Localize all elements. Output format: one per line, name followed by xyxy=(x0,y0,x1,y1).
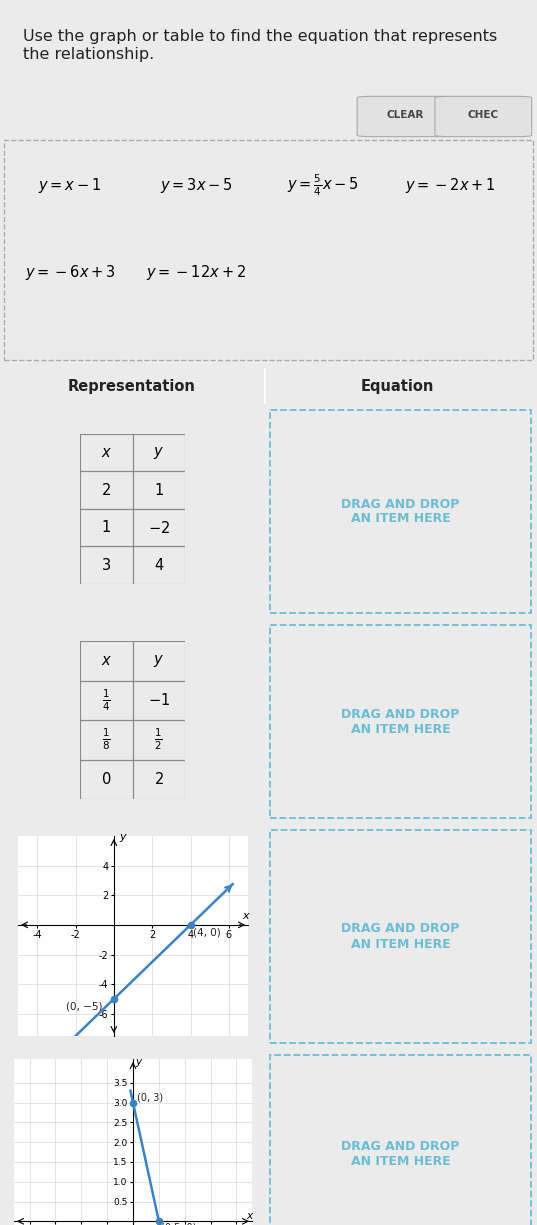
Text: $\frac{1}{8}$: $\frac{1}{8}$ xyxy=(102,728,111,752)
Text: $y = -2x + 1$: $y = -2x + 1$ xyxy=(405,176,495,195)
Bar xyxy=(80,681,133,720)
Text: $\frac{1}{4}$: $\frac{1}{4}$ xyxy=(102,687,111,713)
Text: $x$: $x$ xyxy=(100,445,112,461)
Text: $y = 3x - 5$: $y = 3x - 5$ xyxy=(159,176,233,195)
Bar xyxy=(133,546,185,584)
Bar xyxy=(133,720,185,760)
Text: DRAG AND DROP
AN ITEM HERE: DRAG AND DROP AN ITEM HERE xyxy=(342,497,460,526)
Bar xyxy=(133,510,185,546)
Bar xyxy=(133,681,185,720)
Text: (0, 3): (0, 3) xyxy=(137,1093,163,1102)
Text: (0.5, 0): (0.5, 0) xyxy=(161,1223,197,1225)
Text: DRAG AND DROP
AN ITEM HERE: DRAG AND DROP AN ITEM HERE xyxy=(342,1140,460,1167)
Text: $2$: $2$ xyxy=(154,772,164,788)
Text: $x$: $x$ xyxy=(100,653,112,669)
Text: $y = -12x + 2$: $y = -12x + 2$ xyxy=(146,263,246,282)
Text: CHEC: CHEC xyxy=(468,110,499,120)
Text: $y = \frac{5}{4}x - 5$: $y = \frac{5}{4}x - 5$ xyxy=(287,173,359,198)
Text: $x$: $x$ xyxy=(242,911,251,921)
Text: $0$: $0$ xyxy=(101,772,112,788)
Bar xyxy=(133,641,185,681)
Text: DRAG AND DROP
AN ITEM HERE: DRAG AND DROP AN ITEM HERE xyxy=(342,708,460,735)
FancyBboxPatch shape xyxy=(435,97,532,137)
Text: CLEAR: CLEAR xyxy=(387,110,424,120)
Bar xyxy=(80,720,133,760)
Bar xyxy=(80,472,133,510)
Text: $-2$: $-2$ xyxy=(148,519,170,535)
Text: 4: 4 xyxy=(154,557,163,573)
Text: $\frac{1}{2}$: $\frac{1}{2}$ xyxy=(155,728,163,752)
Text: 3: 3 xyxy=(101,557,111,573)
Bar xyxy=(80,546,133,584)
Text: $-1$: $-1$ xyxy=(148,692,170,708)
Text: (4, 0): (4, 0) xyxy=(193,927,221,937)
Bar xyxy=(80,434,133,472)
Text: $y = -6x + 3$: $y = -6x + 3$ xyxy=(25,263,115,282)
Text: Equation: Equation xyxy=(361,379,434,393)
Bar xyxy=(80,760,133,799)
Text: 2: 2 xyxy=(101,483,111,497)
Text: $x$: $x$ xyxy=(246,1212,255,1221)
Text: 1: 1 xyxy=(101,521,111,535)
Text: $y$: $y$ xyxy=(119,833,128,844)
Text: DRAG AND DROP
AN ITEM HERE: DRAG AND DROP AN ITEM HERE xyxy=(342,922,460,951)
FancyBboxPatch shape xyxy=(357,97,454,137)
Text: (0, −5): (0, −5) xyxy=(66,1001,103,1012)
Text: $y$: $y$ xyxy=(153,445,164,461)
Text: $y = x - 1$: $y = x - 1$ xyxy=(38,176,101,195)
Text: $y$: $y$ xyxy=(135,1057,143,1069)
Text: $y$: $y$ xyxy=(153,653,164,669)
Bar xyxy=(133,760,185,799)
Bar xyxy=(80,641,133,681)
Text: 1: 1 xyxy=(154,483,163,497)
Bar xyxy=(133,472,185,510)
Bar xyxy=(80,510,133,546)
Text: Representation: Representation xyxy=(68,379,195,393)
Bar xyxy=(133,434,185,472)
Text: Use the graph or table to find the equation that represents
the relationship.: Use the graph or table to find the equat… xyxy=(24,29,498,61)
